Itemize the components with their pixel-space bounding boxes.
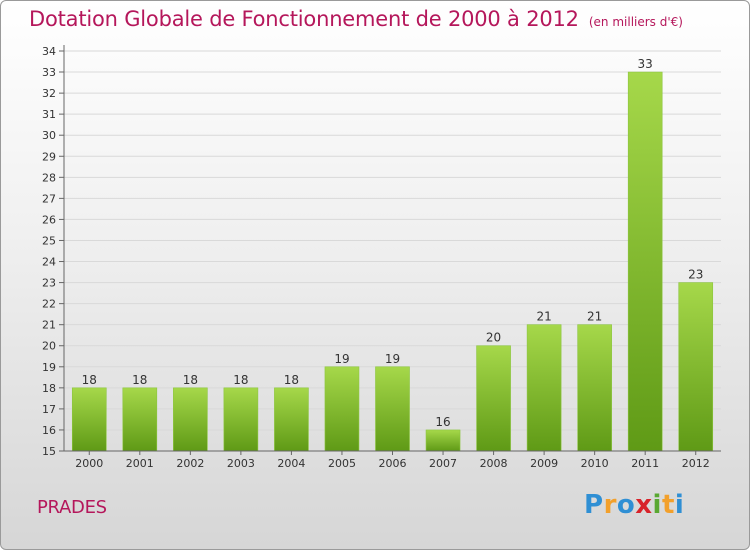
x-tick-label: 2007 xyxy=(429,457,457,470)
bar xyxy=(577,324,612,452)
commune-name: PRADES xyxy=(37,497,107,518)
bar xyxy=(375,366,410,452)
y-tick-label: 31 xyxy=(42,108,56,121)
x-tick-label: 2001 xyxy=(126,457,154,470)
bar xyxy=(324,366,360,452)
y-tick-label: 27 xyxy=(42,192,56,205)
x-tick-label: 2009 xyxy=(530,457,558,470)
x-tick-label: 2010 xyxy=(581,457,609,470)
y-tick-label: 15 xyxy=(42,445,56,458)
bar-value-label: 21 xyxy=(587,310,602,324)
y-tick-label: 28 xyxy=(42,171,56,184)
y-tick-label: 25 xyxy=(42,234,56,247)
y-tick-label: 34 xyxy=(42,45,56,58)
y-tick-label: 24 xyxy=(42,256,56,269)
x-tick-label: 2006 xyxy=(379,457,407,470)
bar-value-label: 21 xyxy=(536,310,551,324)
bar xyxy=(476,345,511,452)
bar xyxy=(425,429,461,452)
y-tick-label: 33 xyxy=(42,66,56,79)
x-tick-label: 2002 xyxy=(176,457,204,470)
bar xyxy=(173,387,208,452)
axes: 15 16 17 18 19 20 21 22 23 24 25 26 27 28 29 30 31 32 33 34… xyxy=(42,45,721,470)
chart-title-block: Dotation Globale de Fonctionnement de 20… xyxy=(29,7,683,31)
x-tick-label: 2000 xyxy=(75,457,103,470)
y-tick-label: 17 xyxy=(42,403,56,416)
x-tick-label: 2012 xyxy=(682,457,710,470)
logo-letter: x xyxy=(635,490,653,520)
bar xyxy=(526,324,562,452)
x-tick-label: 2004 xyxy=(277,457,305,470)
bar xyxy=(274,387,309,452)
bar xyxy=(678,282,714,452)
x-tick-label: 2008 xyxy=(480,457,508,470)
x-tick-label: 2005 xyxy=(328,457,356,470)
bar-value-label: 20 xyxy=(486,331,501,345)
y-tick-label: 19 xyxy=(42,361,56,374)
bar xyxy=(223,387,259,452)
bar-value-label: 19 xyxy=(334,352,349,366)
x-tick-label: 2011 xyxy=(631,457,659,470)
logo-letter: t xyxy=(661,490,675,520)
y-tick-label: 20 xyxy=(42,340,56,353)
bar xyxy=(627,71,663,452)
bar-value-label: 16 xyxy=(435,415,450,429)
logo-letter: P xyxy=(584,490,604,520)
y-tick-label: 18 xyxy=(42,382,56,395)
y-tick-label: 29 xyxy=(42,150,56,163)
bar xyxy=(122,387,158,452)
logo-letter: i xyxy=(674,490,685,520)
logo-letter: r xyxy=(603,490,617,520)
bar-value-label: 18 xyxy=(82,373,97,387)
chart-unit: (en milliers d'€) xyxy=(588,15,683,29)
bars xyxy=(71,71,714,452)
bar-value-label: 18 xyxy=(233,373,248,387)
y-tick-label: 23 xyxy=(42,277,56,290)
bar-value-label: 23 xyxy=(688,268,703,282)
logo-letter: o xyxy=(616,490,636,520)
y-tick-label: 22 xyxy=(42,298,56,311)
y-tick-label: 32 xyxy=(42,87,56,100)
bar xyxy=(71,387,107,452)
bar-value-label: 19 xyxy=(385,352,400,366)
bar-value-label: 18 xyxy=(183,373,198,387)
data-labels: 18 18 18 18 18 19 19 16 20 21 21 33 23 xyxy=(82,57,704,429)
y-tick-label: 26 xyxy=(42,213,56,226)
logo-letter: i xyxy=(652,490,662,520)
bar-value-label: 33 xyxy=(638,57,653,71)
y-tick-label: 16 xyxy=(42,424,56,437)
chart-title: Dotation Globale de Fonctionnement de 20… xyxy=(29,7,579,31)
bar-value-label: 18 xyxy=(132,373,147,387)
proxiti-logo: Proxiti xyxy=(584,490,684,520)
y-tick-label: 21 xyxy=(42,319,56,332)
x-tick-label: 2003 xyxy=(227,457,255,470)
bar-value-label: 18 xyxy=(284,373,299,387)
y-tick-label: 30 xyxy=(42,129,56,142)
